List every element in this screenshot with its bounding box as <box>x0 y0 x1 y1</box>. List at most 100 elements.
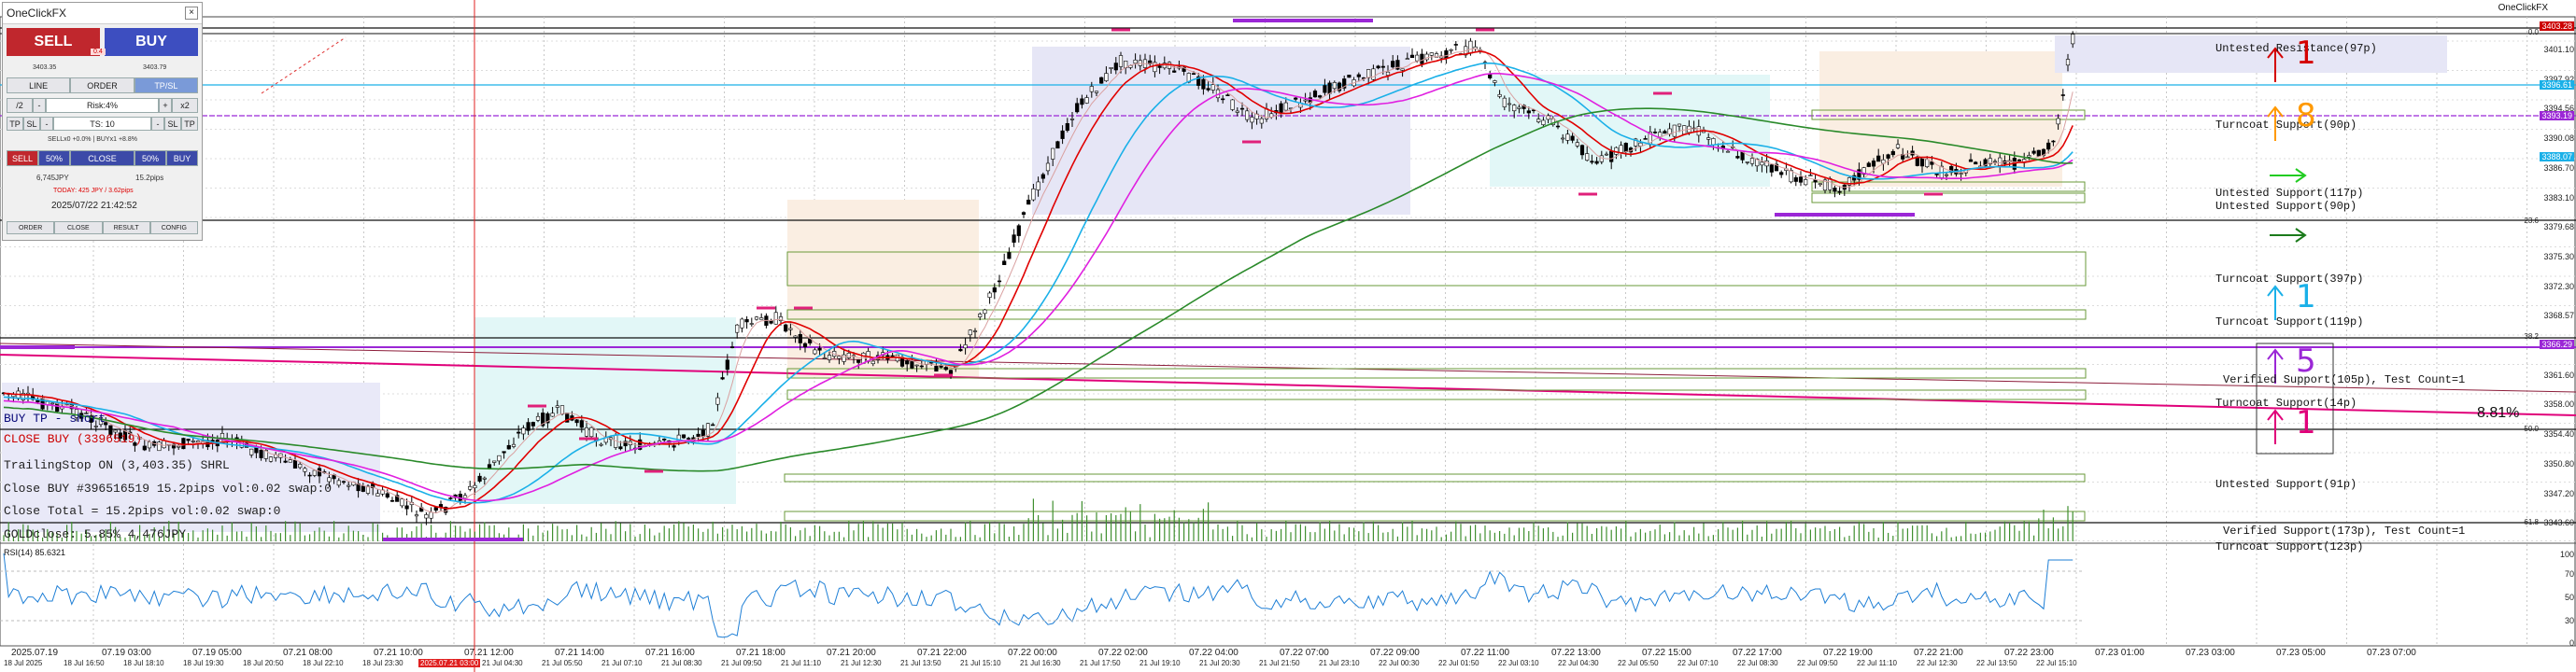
close-button[interactable]: CLOSE <box>54 221 103 234</box>
candle-body <box>1045 162 1051 172</box>
candle-body <box>1890 150 1895 156</box>
candle-body <box>35 399 40 403</box>
zone-label-9: Untested Support(91p) <box>2215 478 2357 491</box>
candle-body <box>1380 65 1385 68</box>
candle-body <box>1672 124 1677 137</box>
time-sublabel: 22 Jul 01:50 <box>1438 659 1479 667</box>
tab-line[interactable]: LINE <box>7 77 71 93</box>
fib-level-label: 23.6 <box>2524 217 2539 225</box>
lot-half-button[interactable]: /2 <box>7 98 33 113</box>
sell-half-button[interactable]: 50% <box>38 150 70 166</box>
candle-body <box>968 329 972 336</box>
buy-button[interactable]: BUY <box>105 28 198 56</box>
candle-body <box>1366 69 1371 78</box>
candle-body <box>1526 110 1531 114</box>
sell-price: 3403.35 <box>33 64 57 71</box>
candle-body <box>385 493 389 498</box>
candle-body <box>1822 179 1828 191</box>
time-sublabel: 21 Jul 16:30 <box>1020 659 1061 667</box>
candle-body <box>827 355 832 360</box>
candle-body <box>283 460 288 463</box>
rsi-tick: 70 <box>2564 569 2574 579</box>
risk-field[interactable]: Risk:4% <box>46 98 159 113</box>
candle-body <box>948 370 954 375</box>
spread-value: 0.4 <box>91 49 106 55</box>
candle-body <box>958 348 963 352</box>
sl-left-button[interactable]: SL <box>23 117 40 131</box>
time-sublabel: 21 Jul 19:10 <box>1139 659 1181 667</box>
candle-body <box>1512 105 1517 112</box>
candle-body <box>1182 66 1186 72</box>
candle-body <box>1895 144 1901 148</box>
price-tick: 3383.10 <box>2543 192 2574 203</box>
buy-price: 3403.79 <box>143 64 167 71</box>
candle-body <box>822 357 827 359</box>
candle-body <box>1323 85 1327 93</box>
rsi-tick: 0 <box>2569 638 2574 648</box>
zone-label-1: Untested Resistance(97p) <box>2215 42 2377 55</box>
price-tick: 3350.80 <box>2543 458 2574 469</box>
result-button[interactable]: RESULT <box>102 221 150 234</box>
order-button[interactable]: ORDER <box>7 221 55 234</box>
dark-trend-line <box>0 343 2576 393</box>
candle-body <box>2051 140 2056 143</box>
ma-cyan <box>3 62 2074 504</box>
percent-label: 8.81% <box>2477 405 2520 421</box>
close-icon[interactable]: × <box>185 7 198 20</box>
price-tag: 3388.07 <box>2540 152 2574 161</box>
ts-field[interactable]: TS: 10 <box>53 117 151 131</box>
log-line-6: GOLDclose: 5.85% 4,476JPY <box>4 527 187 541</box>
zone-outline <box>786 251 2087 287</box>
candle-body <box>749 323 754 325</box>
candle-body <box>1104 73 1109 81</box>
panel-datetime: 2025/07/22 21:42:52 <box>51 201 137 211</box>
minus-left-button[interactable]: - <box>40 117 53 131</box>
zone-label-2: Turncoat Support(90p) <box>2215 119 2357 132</box>
candle-body <box>1051 147 1055 160</box>
time-sublabel: 22 Jul 11:10 <box>1857 659 1897 667</box>
candle-body <box>341 481 347 483</box>
sell-all-button[interactable]: SELL <box>7 150 38 166</box>
candle-body <box>1886 154 1890 159</box>
minus-button[interactable]: - <box>33 98 46 113</box>
candle-body <box>1866 162 1871 167</box>
candle-body <box>1793 176 1798 182</box>
candle-body <box>497 455 502 462</box>
zone-outline <box>786 309 2087 320</box>
candle-body <box>162 440 166 449</box>
tab-order[interactable]: ORDER <box>70 77 134 93</box>
arrow-up-icon <box>2267 409 2284 421</box>
plus-button[interactable]: + <box>159 98 172 113</box>
time-sublabel: 22 Jul 00:30 <box>1379 659 1420 667</box>
tab-tpsl[interactable]: TP/SL <box>134 77 198 93</box>
candle-body <box>983 309 987 315</box>
time-label: 07.23 01:00 <box>2095 648 2144 658</box>
times2-button[interactable]: x2 <box>172 98 198 113</box>
rsi-tick: 100 <box>2559 550 2574 559</box>
sl-right-button[interactable]: SL <box>164 117 181 131</box>
candle-body <box>1619 145 1623 153</box>
config-button[interactable]: CONFIG <box>149 221 198 234</box>
candle-body <box>1400 68 1405 71</box>
close-all-button[interactable]: CLOSE <box>70 150 134 166</box>
candle-body <box>978 314 983 317</box>
candle-body <box>177 445 181 448</box>
sell-button[interactable]: SELL <box>7 28 100 56</box>
candle-body <box>550 413 555 417</box>
tp-right-button[interactable]: TP <box>181 117 198 131</box>
candle-body <box>1804 179 1808 186</box>
candle-body <box>1623 143 1628 153</box>
candle-body <box>943 367 948 371</box>
candle-body <box>506 444 511 450</box>
buy-all-button[interactable]: BUY <box>166 150 198 166</box>
candle-body <box>856 359 861 363</box>
candle-body <box>1420 53 1424 64</box>
candle-body <box>662 438 667 441</box>
time-sublabel: 22 Jul 09:50 <box>1797 659 1838 667</box>
candle-body <box>584 427 589 437</box>
buy-half-button[interactable]: 50% <box>134 150 166 166</box>
candle-body <box>259 449 263 458</box>
minus-right-button[interactable]: - <box>151 117 164 131</box>
tp-left-button[interactable]: TP <box>7 117 23 131</box>
